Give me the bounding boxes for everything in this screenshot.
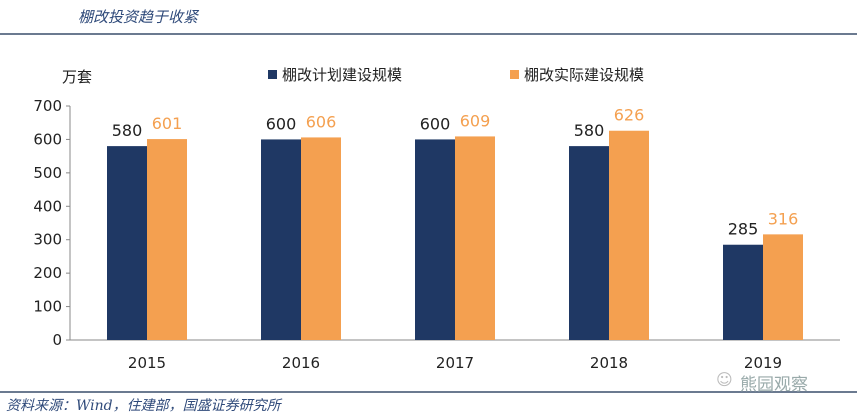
data-label: 580 [574, 121, 605, 140]
data-label: 601 [152, 114, 183, 133]
watermark: 熊园观察 [740, 375, 808, 395]
x-tick-label: 2019 [744, 354, 782, 372]
data-label: 316 [768, 209, 799, 228]
data-label: 580 [112, 121, 143, 140]
bar-planned [723, 244, 763, 340]
data-label: 600 [420, 114, 451, 133]
bar-actual [609, 130, 649, 340]
bar-actual [763, 234, 803, 340]
bar-actual [147, 139, 187, 340]
y-axis-label: 万套 [62, 68, 92, 86]
y-tick-label: 700 [33, 97, 62, 115]
bar-actual [301, 137, 341, 340]
chart-title: 棚改投资趋于收紧 [78, 8, 199, 26]
y-tick-label: 100 [33, 298, 62, 316]
wechat-icon: ☺ [716, 370, 733, 389]
y-tick-label: 0 [52, 331, 62, 349]
x-tick-label: 2018 [590, 354, 628, 372]
x-tick-label: 2017 [436, 354, 474, 372]
legend-swatch [268, 70, 277, 79]
data-label: 600 [266, 114, 297, 133]
data-label: 285 [728, 220, 759, 239]
legend-label: 棚改实际建设规模 [524, 66, 644, 84]
y-tick-label: 500 [33, 164, 62, 182]
y-tick-label: 400 [33, 197, 62, 215]
bar-planned [261, 139, 301, 340]
data-label: 626 [614, 106, 645, 125]
y-tick-label: 200 [33, 264, 62, 282]
bar-planned [107, 146, 147, 340]
x-tick-label: 2016 [282, 354, 320, 372]
x-tick-label: 2015 [128, 354, 166, 372]
data-label: 606 [306, 112, 337, 131]
bar-planned [415, 139, 455, 340]
y-tick-label: 600 [33, 130, 62, 148]
legend-swatch [510, 70, 519, 79]
bar-actual [455, 136, 495, 340]
bar-planned [569, 146, 609, 340]
legend-label: 棚改计划建设规模 [282, 66, 402, 84]
data-label: 609 [460, 111, 491, 130]
y-tick-label: 300 [33, 231, 62, 249]
source-note: 资料来源：Wind，住建部，国盛证券研究所 [6, 398, 281, 414]
